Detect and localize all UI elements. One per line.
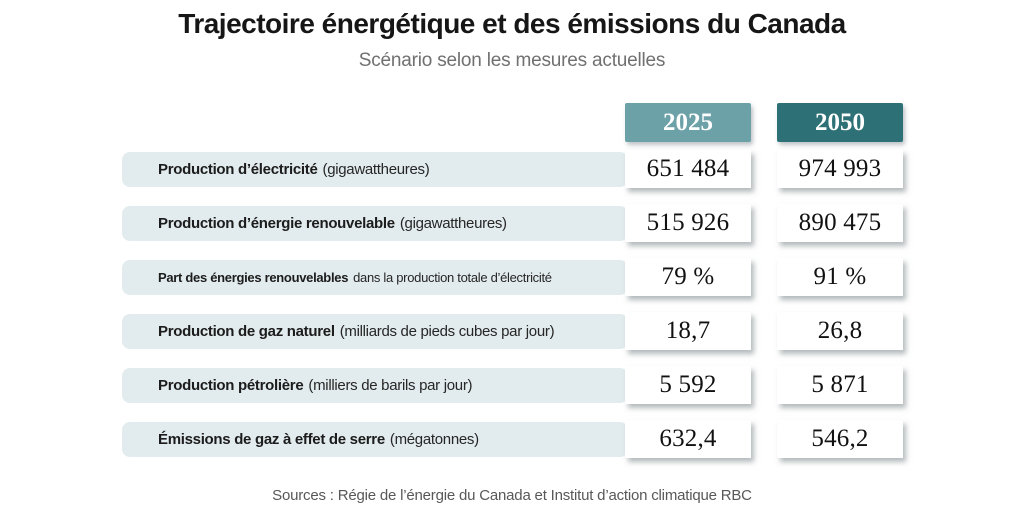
table-row: Production d’électricité (gigawattheures… — [0, 150, 1024, 188]
value-cell-2025: 5 592 — [625, 366, 751, 404]
value-cell-2025: 651 484 — [625, 150, 751, 188]
value-cell-2050: 890 475 — [777, 204, 903, 242]
table-row: Production de gaz naturel (milliards de … — [0, 312, 1024, 350]
value-cell-2025: 79 % — [625, 258, 751, 296]
row-label: Production de gaz naturel (milliards de … — [122, 314, 628, 349]
value-cell-2025: 515 926 — [625, 204, 751, 242]
row-label: Production d’électricité (gigawattheures… — [122, 152, 628, 187]
value-cell-2050: 5 871 — [777, 366, 903, 404]
table-row: Production pétrolière (milliers de baril… — [0, 366, 1024, 404]
row-label: Part des énergies renouvelables dans la … — [122, 260, 628, 295]
table-row: Part des énergies renouvelables dans la … — [0, 258, 1024, 296]
row-unit: (gigawattheures) — [399, 215, 507, 232]
source-note: Sources : Régie de l’énergie du Canada e… — [272, 487, 752, 504]
value-cell-2025: 632,4 — [625, 420, 751, 458]
column-header-2025: 2025 — [625, 103, 751, 142]
row-label: Production d’énergie renouvelable (gigaw… — [122, 206, 628, 241]
value-cell-2050: 91 % — [777, 258, 903, 296]
page-title: Trajectoire énergétique et des émissions… — [178, 8, 846, 39]
page-subtitle: Scénario selon les mesures actuelles — [358, 50, 666, 71]
row-metric: Production d’électricité — [158, 161, 318, 178]
row-label: Production pétrolière (milliers de baril… — [122, 368, 628, 403]
value-cell-2025: 18,7 — [625, 312, 751, 350]
row-metric: Émissions de gaz à effet de serre — [158, 431, 385, 448]
value-cell-2050: 26,8 — [777, 312, 903, 350]
table-row: Émissions de gaz à effet de serre (mégat… — [0, 420, 1024, 458]
row-unit: (mégatonnes) — [389, 431, 479, 448]
row-unit: (milliers de barils par jour) — [308, 377, 473, 394]
column-header-2050: 2050 — [777, 103, 903, 142]
metrics-table: Production d’électricité (gigawattheures… — [0, 150, 1024, 458]
row-unit: (milliards de pieds cubes par jour) — [339, 323, 555, 340]
row-metric: Production pétrolière — [158, 377, 304, 394]
row-unit: (gigawattheures) — [322, 161, 430, 178]
row-unit: dans la production totale d’électricité — [353, 270, 552, 285]
row-metric: Part des énergies renouvelables — [158, 270, 349, 285]
value-cell-2050: 974 993 — [777, 150, 903, 188]
row-metric: Production d’énergie renouvelable — [158, 215, 395, 232]
row-metric: Production de gaz naturel — [158, 323, 335, 340]
value-cell-2050: 546,2 — [777, 420, 903, 458]
table-row: Production d’énergie renouvelable (gigaw… — [0, 204, 1024, 242]
row-label: Émissions de gaz à effet de serre (mégat… — [122, 422, 628, 457]
